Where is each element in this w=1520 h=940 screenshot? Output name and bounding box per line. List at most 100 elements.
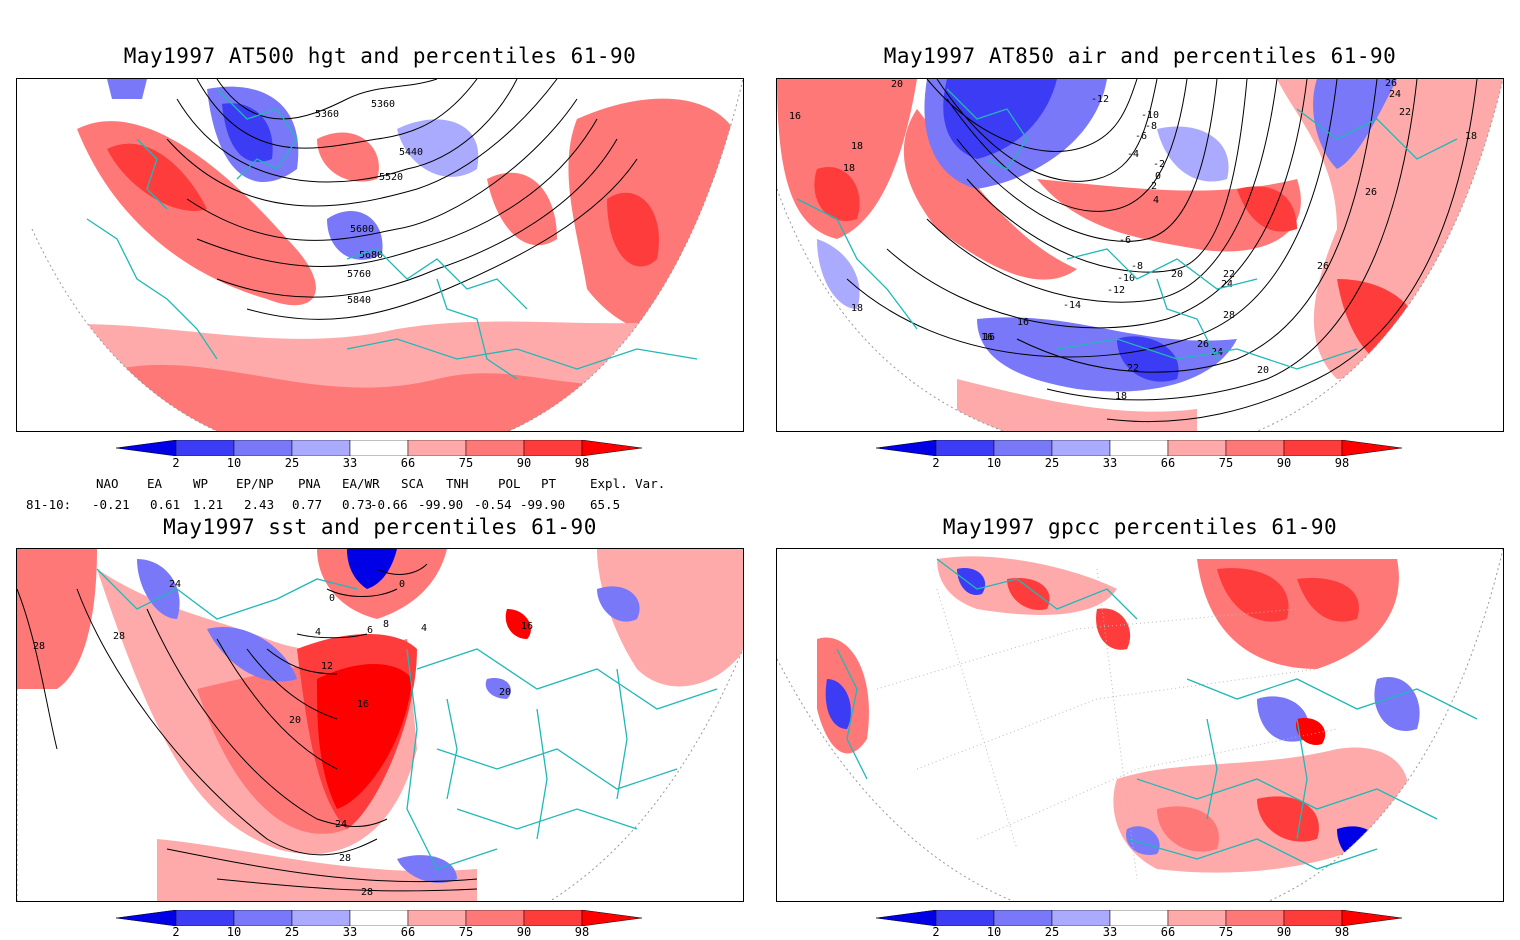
contour-label: 28 (339, 853, 351, 864)
index-value-pna: 0.77 (292, 497, 323, 512)
colorbar-label: 98 (574, 925, 590, 939)
contour-label: 20 (499, 687, 511, 698)
contour-label: 20 (891, 79, 903, 90)
index-value-pt: -99.90 (520, 497, 566, 512)
colorbar-svg (115, 439, 643, 457)
contour-label: 24 (169, 579, 181, 590)
colorbar-panel3: 2 10 25 33 66 75 90 98 (115, 909, 646, 940)
contour-labels-hgt500: 5360 5360 5440 5520 5600 5680 5760 5840 (315, 99, 423, 306)
colorbar-panel1: 2 10 25 33 66 75 90 98 (115, 439, 646, 474)
contour-label: 26 (1197, 339, 1209, 350)
colorbar-svg (875, 439, 1403, 457)
colorbar-label: 90 (516, 925, 532, 939)
colorbar-label: 10 (986, 456, 1002, 470)
contour-label: 26 (1385, 79, 1397, 89)
contour-label: 24 (335, 819, 347, 830)
index-row-label: 81-10: (26, 497, 72, 512)
panel3-title: May1997 sst and percentiles 61-90 (163, 515, 597, 539)
index-value-eawr: 0.73 (342, 497, 373, 512)
map-air850-svg: 20 16 18 18 -12 -10 -8 -6 -4 -2 0 2 4 -6… (777, 79, 1503, 431)
contour-label: 5360 (371, 99, 395, 110)
index-value-wp: 1.21 (193, 497, 224, 512)
contour-label: -10 (1117, 273, 1135, 284)
colorbar-panel4: 2 10 25 33 66 75 90 98 (875, 909, 1406, 940)
colorbar-label: 98 (574, 456, 590, 470)
colorbar-svg (115, 909, 643, 927)
contour-label: 5680 (359, 250, 383, 261)
index-header-sca: SCA (401, 476, 424, 491)
contour-label: 4 (315, 627, 321, 638)
contour-label: 5840 (347, 295, 371, 306)
colorbar-label: 10 (986, 925, 1002, 939)
contour-label: 16 (981, 332, 993, 343)
colorbar-label: 66 (400, 925, 416, 939)
contour-label: 18 (851, 303, 863, 314)
contour-label: -8 (1131, 261, 1143, 272)
index-value-pol: -0.54 (474, 497, 512, 512)
contour-label: -10 (1141, 110, 1159, 121)
colorbar-label: 10 (226, 925, 242, 939)
colorbar-svg (875, 909, 1403, 927)
colorbar-label: 75 (458, 456, 474, 470)
contour-label: 24 (1389, 89, 1401, 100)
map-panel-hgt500: 5360 5360 5440 5520 5600 5680 5760 5840 (16, 78, 744, 432)
contour-label: 16 (789, 111, 801, 122)
colorbar-label: 25 (1044, 456, 1060, 470)
contour-label: 5440 (399, 147, 423, 158)
index-value-tnh: -99.90 (418, 497, 464, 512)
map-panel-gpcc (776, 548, 1504, 902)
contour-label: 22 (1223, 269, 1235, 280)
contour-label: 28 (33, 641, 45, 652)
colorbar-label: 66 (1160, 925, 1176, 939)
contour-label: 18 (1465, 131, 1477, 142)
map-panel-sst: 24 28 28 0 4 6 8 12 16 20 24 28 28 16 20… (16, 548, 744, 902)
colorbar-label: 98 (1334, 925, 1350, 939)
contour-label: -2 (1153, 159, 1165, 170)
index-value-nao: -0.21 (92, 497, 130, 512)
contour-label: 28 (361, 887, 373, 898)
contour-label: 0 (329, 593, 335, 604)
contour-label: -6 (1119, 235, 1131, 246)
contour-label: 8 (383, 619, 389, 630)
colorbar-label: 25 (1044, 925, 1060, 939)
contour-label: 16 (357, 699, 369, 710)
contour-label: 0 (399, 579, 405, 590)
contour-label: 28 (113, 631, 125, 642)
colorbar-label: 66 (1160, 456, 1176, 470)
index-header-pt: PT (541, 476, 557, 491)
contour-label: 5600 (350, 224, 374, 235)
colorbar-label: 33 (1102, 456, 1118, 470)
colorbar-label: 98 (1334, 456, 1350, 470)
contour-label: 4 (1153, 195, 1159, 206)
map-sst-svg: 24 28 28 0 4 6 8 12 16 20 24 28 28 16 20… (17, 549, 743, 901)
panel2-title: May1997 AT850 air and percentiles 61-90 (883, 44, 1397, 68)
colorbar-label: 33 (342, 925, 358, 939)
contour-label: 22 (1127, 363, 1139, 374)
contour-label: 26 (1317, 261, 1329, 272)
colorbar-panel2: 2 10 25 33 66 75 90 98 (875, 439, 1406, 474)
contour-label: -14 (1063, 300, 1081, 311)
colorbar-label: 75 (458, 925, 474, 939)
contour-label: 2 (1151, 181, 1157, 192)
map-hgt500-svg: 5360 5360 5440 5520 5600 5680 5760 5840 (17, 79, 743, 431)
colorbar-label: 2 (172, 925, 180, 939)
index-header-wp: WP (193, 476, 209, 491)
contour-label: -4 (1127, 149, 1139, 160)
index-header-tnh: TNH (446, 476, 469, 491)
contour-label: 4 (421, 623, 427, 634)
contour-labels-sst: 24 28 28 0 4 6 8 12 16 20 24 28 28 16 20… (33, 579, 533, 898)
contour-label: 18 (843, 163, 855, 174)
colorbar-label: 25 (284, 925, 300, 939)
index-value-epnp: 2.43 (244, 497, 275, 512)
contour-label: 5360 (315, 109, 339, 120)
index-value-explvar: 65.5 (590, 497, 621, 512)
colorbar-label: 33 (1102, 925, 1118, 939)
contour-label: 6 (367, 625, 373, 636)
contour-label: 24 (1221, 279, 1233, 290)
index-header-pna: PNA (298, 476, 321, 491)
contour-label: 16 (983, 332, 995, 343)
contour-label: 20 (289, 715, 301, 726)
colorbar-label: 75 (1218, 456, 1234, 470)
index-header-epnp: EP/NP (236, 476, 274, 491)
contour-label: 28 (1223, 310, 1235, 321)
